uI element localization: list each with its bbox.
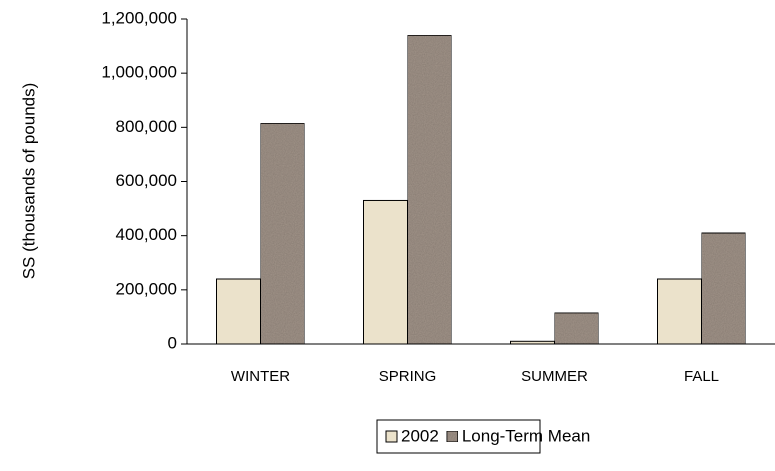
y-tick-label: 800,000: [116, 117, 177, 136]
y-tick-label: 1,200,000: [101, 8, 177, 27]
legend-swatch: [385, 430, 398, 443]
legend-label: 2002: [401, 426, 439, 445]
y-axis-label: SS (thousands of pounds): [19, 83, 38, 280]
bar: [363, 199, 408, 345]
x-tick-label: SPRING: [379, 368, 437, 385]
bar: [216, 278, 261, 345]
legend-label: Long-Term Mean: [462, 426, 591, 445]
bar: [407, 34, 452, 345]
legend-swatch: [446, 430, 459, 443]
x-tick-label: WINTER: [231, 368, 290, 385]
bar: [260, 122, 305, 345]
y-tick-label: 1,000,000: [101, 63, 177, 82]
x-tick-label: FALL: [684, 368, 719, 385]
bar: [554, 312, 599, 345]
y-tick-label: 0: [168, 333, 177, 352]
y-tick-label: 400,000: [116, 225, 177, 244]
x-tick-label: SUMMER: [521, 368, 588, 385]
bar: [701, 232, 746, 345]
bar: [657, 278, 702, 345]
y-tick-label: 600,000: [116, 171, 177, 190]
y-tick-label: 200,000: [116, 279, 177, 298]
legend-box: [376, 419, 541, 454]
